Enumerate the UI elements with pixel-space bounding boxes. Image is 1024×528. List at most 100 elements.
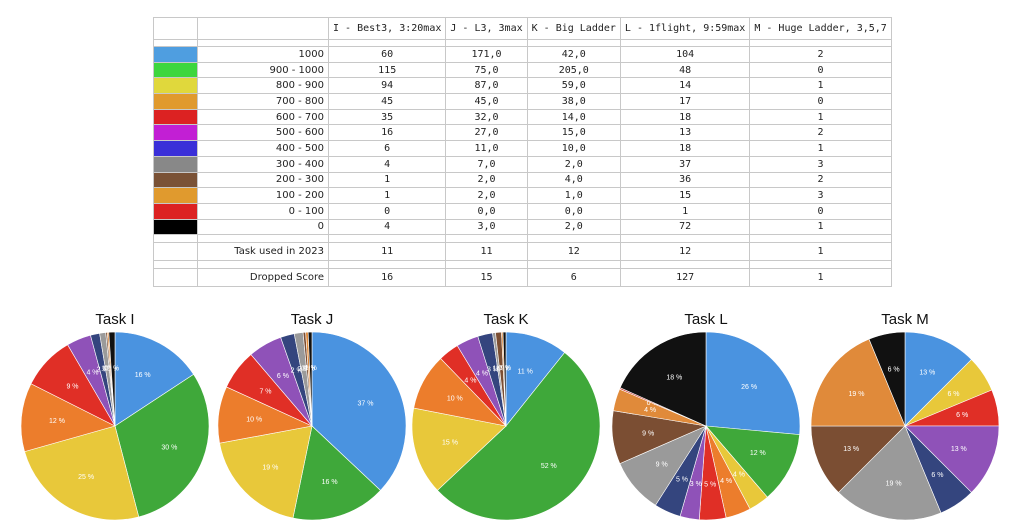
slice-label: 11 %	[517, 369, 532, 376]
pie-slice	[810, 425, 906, 493]
value-cell: 3	[749, 155, 892, 173]
slice-label: 13 %	[951, 446, 967, 453]
slice-label: 9 %	[66, 384, 78, 391]
value-cell: 1	[749, 268, 892, 288]
value-cell: 1	[619, 202, 751, 220]
slice-label: 0 %	[104, 366, 116, 373]
value-cell: 10,0	[526, 140, 621, 157]
header-row: I - Best3, 3:20max J - L3, 3max K - Big La…	[153, 17, 892, 40]
value-cell: 94	[327, 77, 447, 95]
blank-cell	[153, 242, 198, 262]
slice-label: 9 %	[642, 431, 654, 438]
slice-label: 1 %	[492, 366, 504, 373]
pie-slice	[437, 352, 601, 521]
column-header: J - L3, 3max	[445, 17, 528, 40]
range-label: 100 - 200	[197, 187, 329, 204]
value-cell: 4,0	[526, 171, 621, 189]
range-label: 600 - 700	[197, 108, 329, 126]
table-row: 200 - 300 1 2,0 4,0 36 2	[153, 171, 892, 189]
slice-label: 15 %	[442, 440, 458, 447]
value-cell: 3	[749, 187, 892, 204]
value-cell: 1,0	[526, 187, 621, 204]
chart-title: Task I	[95, 311, 134, 328]
color-swatch	[153, 77, 198, 95]
value-cell: 59,0	[526, 77, 621, 95]
range-label: 500 - 600	[197, 124, 329, 142]
column-header: M - Huge Ladder, 3,5,7	[749, 17, 892, 40]
value-cell: 38,0	[526, 93, 621, 110]
value-cell: 2,0	[445, 171, 528, 189]
range-label: 0	[197, 218, 329, 236]
spacer-row	[153, 260, 892, 270]
slice-label: 0 %	[303, 365, 315, 372]
task-used-row: Task used in 2023 11 11 12 12 1	[153, 242, 892, 262]
dropped-score-row-label: Dropped Score	[197, 268, 329, 288]
pie-chart: Task I16 %30 %25 %12 %9 %4 %2 %1 %0 %0 %…	[20, 311, 210, 521]
value-cell: 12	[619, 242, 751, 262]
pie-slice	[705, 331, 801, 435]
blank-cell	[526, 260, 621, 270]
value-cell: 205,0	[526, 61, 621, 79]
pie-slice	[904, 331, 972, 427]
slice-label: 4 %	[86, 370, 98, 377]
pie-chart: Task J37 %16 %19 %10 %7 %6 %2 %2 %0 %0 %…	[217, 311, 407, 521]
slice-label: 1 %	[107, 365, 119, 372]
value-cell: 35	[327, 108, 447, 126]
table-row: 0 4 3,0 2,0 72 1	[153, 218, 892, 236]
value-cell: 1	[749, 108, 892, 126]
slice-label: 6 %	[956, 412, 968, 419]
color-swatch	[153, 61, 198, 79]
pie-slice	[24, 425, 140, 521]
value-cell: 1	[749, 218, 892, 236]
pie-slice	[868, 331, 906, 427]
pie-slice	[114, 373, 210, 518]
slice-label: 2 %	[298, 366, 310, 373]
slice-label: 4 %	[644, 407, 656, 414]
value-cell: 18	[619, 140, 751, 157]
slice-label: 25 %	[78, 474, 94, 481]
value-cell: 6	[526, 268, 621, 288]
slice-label: 16 %	[135, 372, 151, 379]
slice-label: 37 %	[358, 400, 374, 407]
color-swatch	[153, 187, 198, 204]
value-cell: 2	[749, 171, 892, 189]
value-cell: 4	[327, 155, 447, 173]
column-header: I - Best3, 3:20max	[327, 17, 447, 40]
value-cell: 15	[445, 268, 528, 288]
value-cell: 14	[619, 77, 751, 95]
value-cell: 18	[619, 108, 751, 126]
slice-label: 0 %	[498, 365, 510, 372]
slice-label: 9 %	[656, 461, 668, 468]
pie-charts: Task I16 %30 %25 %12 %9 %4 %2 %1 %0 %0 %…	[20, 311, 1000, 521]
value-cell: 16	[327, 268, 447, 288]
value-cell: 115	[327, 61, 447, 79]
pie-slice	[411, 407, 507, 491]
column-header: L - 1flight, 9:59max	[619, 17, 751, 40]
blank-cell	[445, 39, 528, 47]
slice-label: 0 %	[105, 365, 117, 372]
color-swatch	[153, 46, 198, 63]
chart-title: Task M	[881, 311, 929, 328]
value-cell: 60	[327, 46, 447, 63]
pie-slice	[619, 331, 707, 427]
color-swatch	[153, 140, 198, 157]
value-cell: 14,0	[526, 108, 621, 126]
blank-cell	[327, 234, 447, 244]
range-label: 1000	[197, 46, 329, 63]
value-cell: 42,0	[526, 46, 621, 63]
value-cell: 127	[619, 268, 751, 288]
slice-label: 10 %	[246, 416, 262, 423]
blank-cell	[619, 260, 751, 270]
table-row: 500 - 600 16 27,0 15,0 13 2	[153, 124, 892, 142]
chart-title: Task J	[291, 311, 334, 328]
slice-label: 6 %	[277, 373, 289, 380]
slice-label: 1 %	[499, 365, 511, 372]
task-used-row-label: Task used in 2023	[197, 242, 329, 262]
value-cell: 2	[749, 124, 892, 142]
pie-slice	[108, 331, 116, 427]
blank-cell	[749, 234, 892, 244]
value-cell: 45	[327, 93, 447, 110]
blank-cell	[619, 39, 751, 47]
slice-label: 4 %	[720, 478, 732, 485]
slice-label: 3 %	[690, 481, 702, 488]
